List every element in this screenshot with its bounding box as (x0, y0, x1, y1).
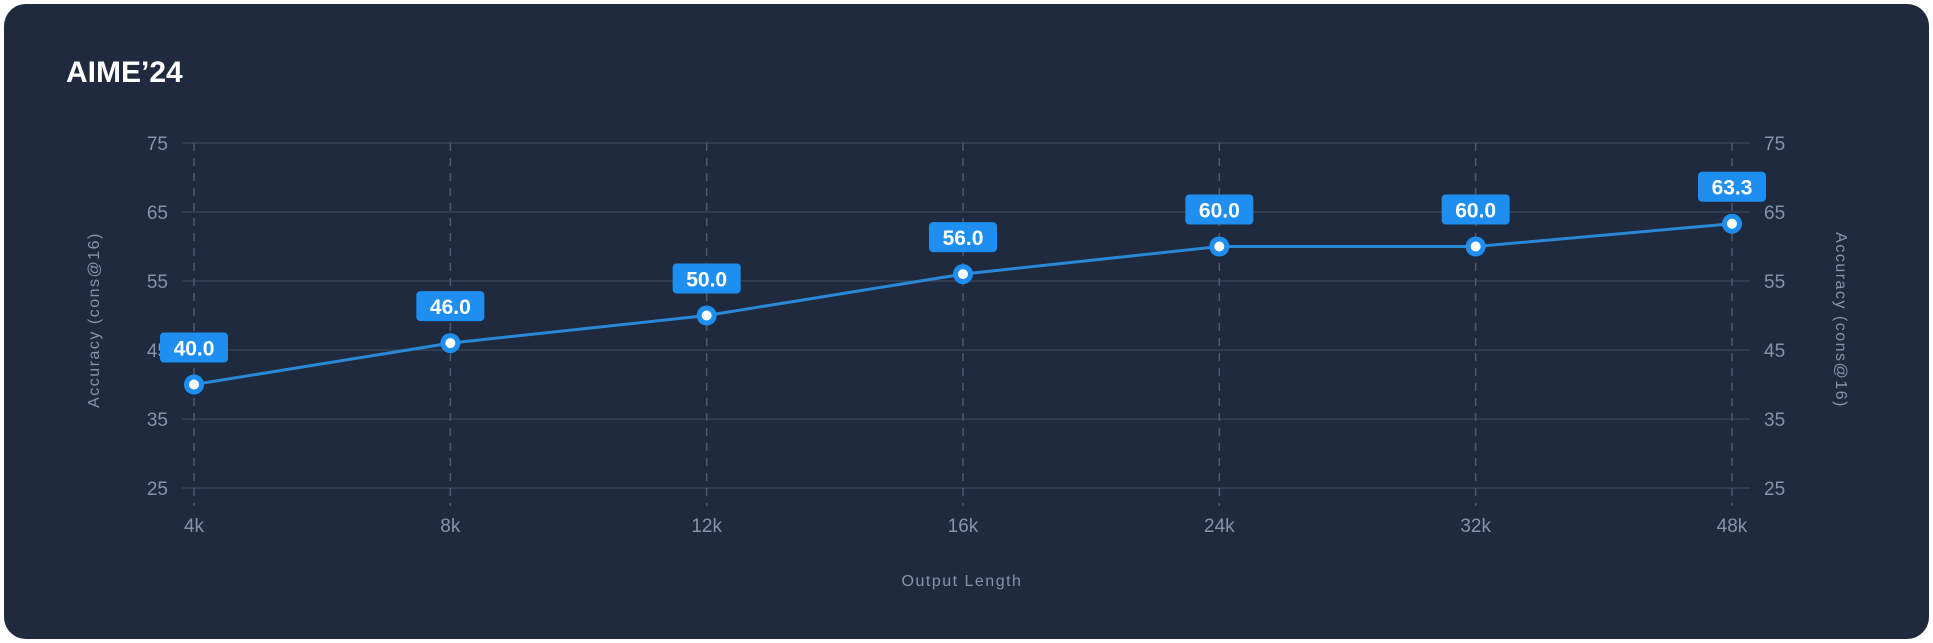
x-tick-label: 12k (691, 516, 722, 537)
y-tick-label-left: 65 (147, 203, 168, 224)
data-point-center (958, 269, 968, 280)
data-point-center (445, 338, 456, 349)
y-tick-label-left: 75 (147, 134, 168, 155)
y-tick-label-left: 55 (147, 272, 168, 293)
y-axis-title-right: Accuracy (cons@16) (1832, 232, 1849, 408)
data-label-box (1698, 171, 1766, 202)
x-tick-label: 8k (440, 516, 461, 537)
y-tick-label-right: 35 (1764, 410, 1785, 431)
x-tick-label: 4k (184, 516, 205, 537)
y-tick-label-right: 75 (1764, 134, 1785, 155)
x-tick-label: 24k (1204, 516, 1235, 537)
chart-card: AIME’24 (4, 4, 1929, 639)
y-tick-label-right: 55 (1764, 272, 1785, 293)
data-label-box (672, 263, 741, 294)
x-tick-label: 48k (1717, 516, 1748, 537)
x-tick-label: 32k (1460, 516, 1491, 537)
data-point-center (189, 379, 199, 390)
data-label-box (160, 332, 228, 363)
y-tick-label-right: 45 (1764, 341, 1785, 362)
data-label: 46.0 (430, 296, 471, 319)
data-point-center (701, 310, 712, 321)
data-label: 50.0 (686, 269, 727, 292)
data-point-center (1214, 241, 1225, 252)
data-label: 60.0 (1455, 200, 1496, 223)
data-label: 63.3 (1712, 177, 1753, 200)
x-axis-title: Output Length (902, 573, 1023, 590)
x-tick-label: 16k (948, 516, 979, 537)
y-axis-title-left: Accuracy (cons@16) (86, 232, 103, 408)
y-tick-label-left: 35 (147, 410, 168, 431)
data-label-box (929, 222, 997, 253)
y-tick-label-right: 25 (1764, 479, 1785, 500)
data-label-box (416, 291, 485, 322)
data-point-center (1727, 218, 1737, 229)
data-point-center (1470, 241, 1481, 252)
data-label-box (1441, 194, 1510, 225)
data-label: 40.0 (174, 338, 215, 361)
chart-title: AIME’24 (66, 56, 183, 89)
data-label-box (1185, 194, 1254, 225)
data-label: 60.0 (1199, 200, 1240, 223)
y-tick-label-right: 65 (1764, 203, 1785, 224)
y-tick-label-left: 25 (147, 479, 168, 500)
data-label: 56.0 (943, 227, 984, 250)
